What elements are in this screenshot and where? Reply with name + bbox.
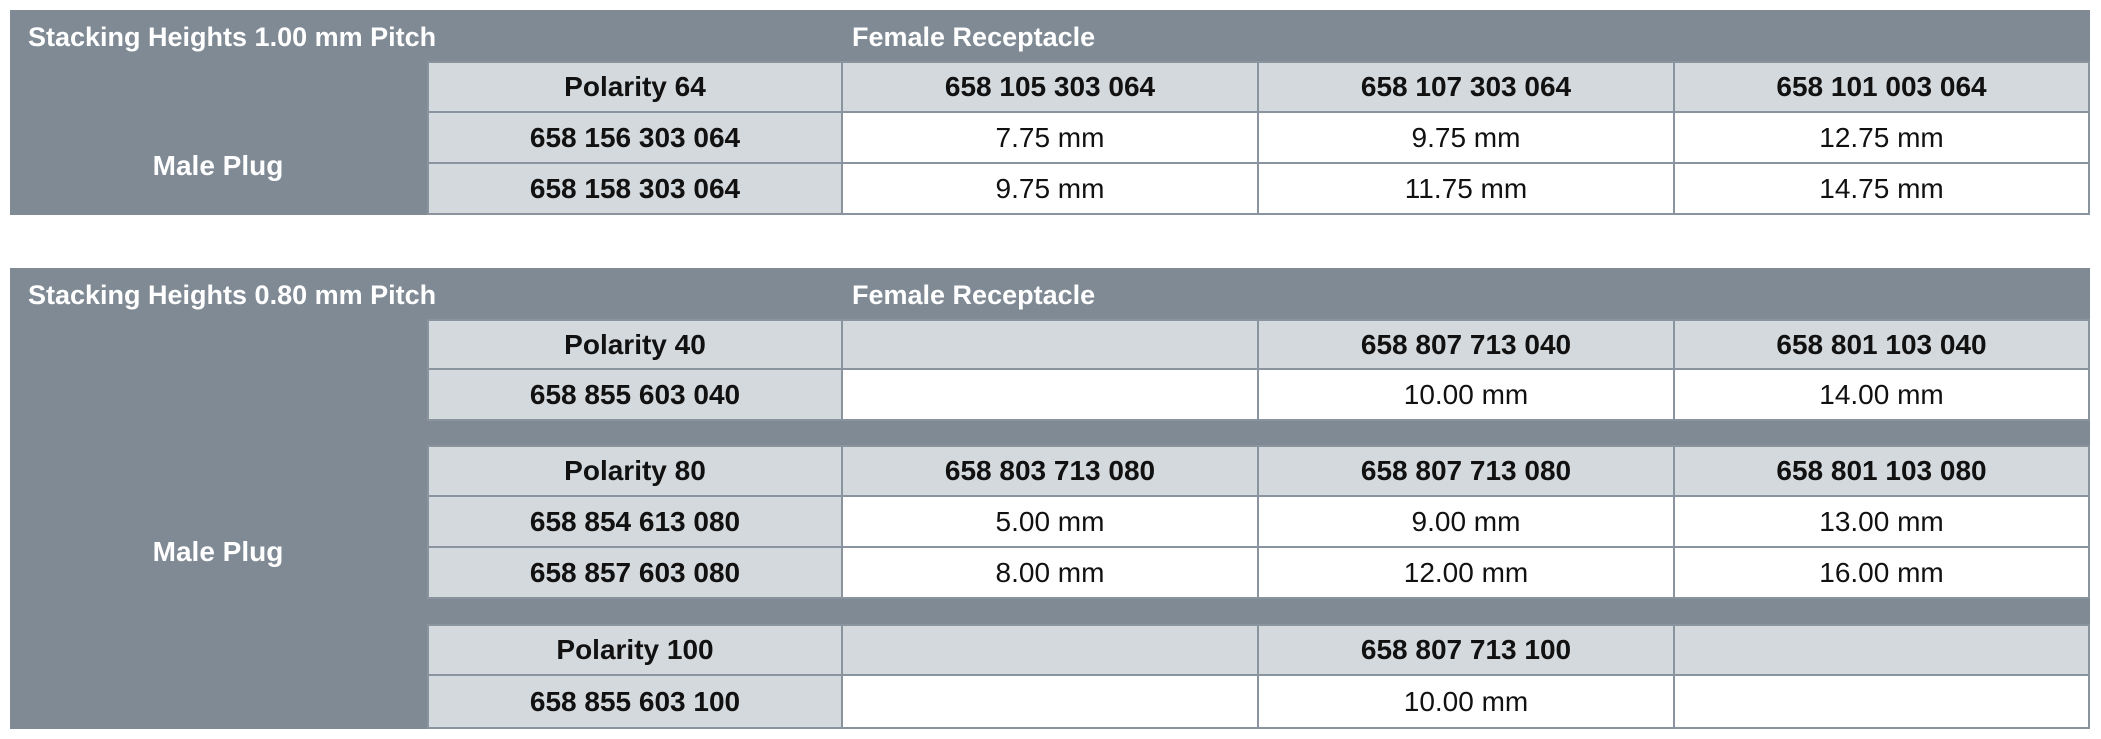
plug-part-label: 658 158 303 064: [427, 164, 843, 215]
stacking-height-value: 8.00 mm: [843, 548, 1259, 599]
stacking-height-value: 5.00 mm: [843, 497, 1259, 548]
male-plug-label: Male Plug: [152, 150, 284, 181]
plug-part-label: 658 156 303 064: [427, 113, 843, 164]
table-title: Stacking Heights 1.00 mm Pitch: [28, 22, 437, 52]
polarity-header: Polarity 64: [427, 61, 843, 113]
receptacle-part-header: 658 807 713 080: [1259, 445, 1675, 497]
stacking-height-value: [1675, 676, 2090, 729]
receptacle-part-header: [843, 319, 1259, 370]
stacking-table-0-80mm: Stacking Heights 0.80 mm Pitch Female Re…: [10, 268, 2090, 729]
stacking-height-value: 9.75 mm: [843, 164, 1259, 215]
stacking-height-value: 13.00 mm: [1675, 497, 2090, 548]
receptacle-part-header: 658 101 003 064: [1675, 61, 2090, 113]
stacking-height-value: [843, 676, 1259, 729]
polarity-header: Polarity 40: [427, 319, 843, 370]
stacking-height-value: 14.75 mm: [1675, 164, 2090, 215]
stacking-height-value: 10.00 mm: [1259, 370, 1675, 421]
stacking-height-value: 7.75 mm: [843, 113, 1259, 164]
receptacle-part-header: 658 807 713 040: [1259, 319, 1675, 370]
table-title: Stacking Heights 0.80 mm Pitch: [28, 280, 437, 310]
plug-part-label: 658 857 603 080: [427, 548, 843, 599]
plug-part-label: 658 855 603 040: [427, 370, 843, 421]
receptacle-part-header: 658 107 303 064: [1259, 61, 1675, 113]
stacking-height-value: 16.00 mm: [1675, 548, 2090, 599]
stacking-height-value: 9.75 mm: [1259, 113, 1675, 164]
receptacle-part-header: [843, 624, 1259, 676]
receptacle-part-header: 658 807 713 100: [1259, 624, 1675, 676]
receptacle-part-header: 658 105 303 064: [843, 61, 1259, 113]
plug-part-label: 658 854 613 080: [427, 497, 843, 548]
stacking-table-1-00mm: Stacking Heights 1.00 mm Pitch Female Re…: [10, 10, 2090, 215]
stacking-height-value: 12.75 mm: [1675, 113, 2090, 164]
stacking-height-value: [843, 370, 1259, 421]
receptacle-part-header: [1675, 624, 2090, 676]
receptacle-part-header: 658 801 103 040: [1675, 319, 2090, 370]
stacking-height-value: 14.00 mm: [1675, 370, 2090, 421]
stacking-height-value: 11.75 mm: [1259, 164, 1675, 215]
stacking-height-value: 9.00 mm: [1259, 497, 1675, 548]
stacking-height-value: 10.00 mm: [1259, 676, 1675, 729]
receptacle-part-header: 658 803 713 080: [843, 445, 1259, 497]
polarity-header: Polarity 80: [427, 445, 843, 497]
plug-part-label: 658 855 603 100: [427, 676, 843, 729]
receptacle-part-header: 658 801 103 080: [1675, 445, 2090, 497]
female-receptacle-label: Female Receptacle: [852, 22, 1096, 52]
polarity-header: Polarity 100: [427, 624, 843, 676]
male-plug-label: Male Plug: [152, 536, 284, 567]
stacking-height-value: 12.00 mm: [1259, 548, 1675, 599]
female-receptacle-label: Female Receptacle: [852, 280, 1096, 310]
